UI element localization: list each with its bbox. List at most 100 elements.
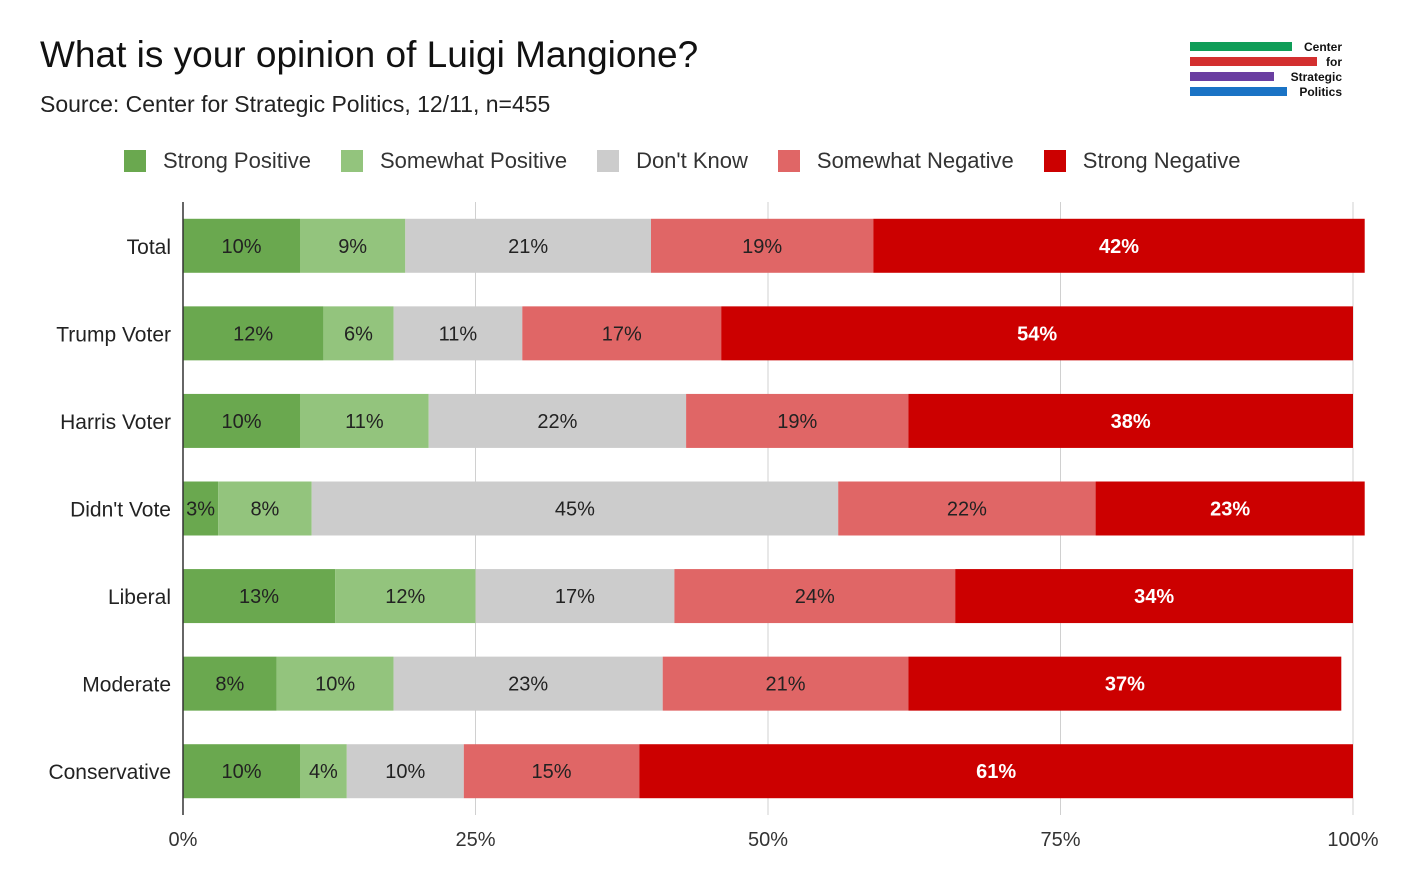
x-tick-label: 25% xyxy=(455,829,495,851)
data-label: 6% xyxy=(344,323,373,345)
bar-segment xyxy=(183,218,300,273)
bar-segment xyxy=(393,656,663,711)
data-label: 61% xyxy=(976,761,1016,783)
data-label: 24% xyxy=(795,586,835,608)
legend-item-somewhat-negative: Somewhat Negative xyxy=(777,148,1014,174)
data-label: 19% xyxy=(742,236,782,258)
data-label: 38% xyxy=(1111,411,1151,433)
chart-title: What is your opinion of Luigi Mangione? xyxy=(40,34,699,75)
bar-segment xyxy=(838,481,1096,536)
data-label: 21% xyxy=(766,674,806,696)
legend-item-strong-negative: Strong Negative xyxy=(1043,148,1241,174)
bar-segment xyxy=(183,656,277,711)
data-label: 22% xyxy=(947,499,987,521)
bar-segment xyxy=(183,393,300,448)
data-label: 12% xyxy=(233,323,273,345)
bar-segment xyxy=(311,481,839,536)
bar-segment xyxy=(908,656,1342,711)
bar-segment xyxy=(183,569,336,624)
x-tick-label: 75% xyxy=(1040,829,1080,851)
data-label: 23% xyxy=(508,674,548,696)
data-label: 54% xyxy=(1017,323,1057,345)
legend-swatch xyxy=(340,150,363,172)
logo-line-4: Politics xyxy=(1299,85,1342,99)
bar-segment xyxy=(405,218,651,273)
logo-bar-red xyxy=(1190,57,1317,66)
data-label: 37% xyxy=(1105,674,1145,696)
category-label: Harris Voter xyxy=(60,411,171,434)
bar-segment xyxy=(323,306,394,361)
bar-segment xyxy=(955,569,1353,624)
data-label: 15% xyxy=(532,761,572,783)
bar-segment xyxy=(674,569,956,624)
bar-segment xyxy=(721,306,1353,361)
legend-label: Somewhat Positive xyxy=(379,148,568,173)
bar-segment xyxy=(218,481,312,536)
legend-swatch xyxy=(597,150,620,172)
chart-subtitle: Source: Center for Strategic Politics, 1… xyxy=(40,91,551,117)
x-tick-label: 100% xyxy=(1327,829,1378,851)
x-tick-label: 0% xyxy=(169,829,198,851)
logo-bar-purple xyxy=(1190,72,1274,81)
legend-item-somewhat-positive: Somewhat Positive xyxy=(340,148,568,174)
logo-line-2: for xyxy=(1326,55,1342,69)
logo-bar-green xyxy=(1190,42,1292,51)
data-label: 8% xyxy=(215,674,244,696)
bar-segment xyxy=(1095,481,1365,536)
bar-segment xyxy=(651,218,874,273)
data-label: 10% xyxy=(221,411,261,433)
bar-segment xyxy=(183,306,324,361)
data-label: 3% xyxy=(186,499,215,521)
bar-segment xyxy=(873,218,1365,273)
legend-label: Strong Positive xyxy=(163,148,311,173)
category-label: Moderate xyxy=(82,674,171,697)
data-label: 11% xyxy=(345,411,384,433)
logo-bar-blue xyxy=(1190,87,1287,96)
legend-item-dont-know: Don't Know xyxy=(597,148,748,174)
data-label: 8% xyxy=(250,499,279,521)
bar-segment xyxy=(335,569,476,624)
data-label: 10% xyxy=(221,236,261,258)
bar-segment xyxy=(662,656,909,711)
logo-line-1: Center xyxy=(1303,40,1342,54)
data-label: 10% xyxy=(221,761,261,783)
data-label: 17% xyxy=(602,323,642,345)
legend-label: Strong Negative xyxy=(1082,148,1241,173)
bar-segment xyxy=(428,393,687,448)
data-label: 11% xyxy=(439,323,478,345)
legend-label: Don't Know xyxy=(636,148,748,173)
legend-swatch xyxy=(124,150,146,172)
bar-segment xyxy=(686,393,909,448)
data-label: 45% xyxy=(555,499,595,521)
data-label: 4% xyxy=(309,761,338,783)
bar-segment xyxy=(393,306,523,361)
bar-segment xyxy=(522,306,722,361)
bar-segment xyxy=(475,569,675,624)
legend-item-strong-positive: Strong Positive xyxy=(124,148,311,174)
chart-legend: Strong Positive Somewhat Positive Don't … xyxy=(124,146,1271,176)
data-label: 9% xyxy=(338,236,367,258)
category-label: Total xyxy=(127,236,171,259)
legend-swatch xyxy=(1043,150,1066,172)
csp-logo: Center for Strategic Politics xyxy=(1190,40,1350,102)
data-label: 12% xyxy=(385,586,425,608)
bar-segment xyxy=(300,393,429,448)
data-label: 22% xyxy=(537,411,577,433)
bar-segment xyxy=(908,393,1353,448)
bar-segment xyxy=(183,481,219,536)
bar-segment xyxy=(639,744,1353,799)
category-label: Conservative xyxy=(48,761,171,784)
logo-line-3: Strategic xyxy=(1290,70,1342,84)
bar-segment xyxy=(276,656,394,711)
data-label: 10% xyxy=(315,674,355,696)
data-label: 13% xyxy=(239,586,279,608)
bar-segment xyxy=(300,218,406,273)
legend-label: Somewhat Negative xyxy=(816,148,1014,173)
category-label: Liberal xyxy=(108,586,171,609)
bar-segment xyxy=(183,744,300,799)
data-label: 34% xyxy=(1134,586,1174,608)
legend-swatch xyxy=(777,150,800,172)
bar-segment xyxy=(346,744,464,799)
bar-segment xyxy=(463,744,640,799)
